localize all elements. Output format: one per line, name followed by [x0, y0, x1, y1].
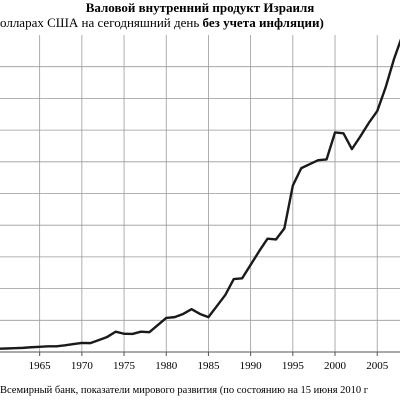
- x-tick-layer: 1965 1970 1975 1980 1985 1990 1995 2000 2005: [29, 352, 389, 372]
- x-tick-label-2000: 2000: [324, 360, 347, 372]
- chart-source: Всемирный банк, показатели мирового разв…: [0, 385, 369, 396]
- x-tick-label-1995: 1995: [282, 360, 305, 372]
- x-tick-label-1975: 1975: [113, 360, 136, 372]
- series-layer: [0, 38, 400, 350]
- x-tick-label-1970: 1970: [71, 360, 94, 372]
- chart-title: Валовой внутренний продукт Израиля: [85, 0, 315, 15]
- x-tick-label-1980: 1980: [155, 360, 178, 372]
- x-tick-label-1965: 1965: [29, 360, 52, 372]
- chart-subtitle-bold: без учета инфляции): [202, 15, 324, 30]
- chart-subtitle-plain: олларах США на сегодняшний день: [0, 15, 203, 30]
- x-tick-label-2005: 2005: [366, 360, 389, 372]
- x-tick-label-1990: 1990: [240, 360, 263, 372]
- gdp-series-line-0: [0, 38, 400, 350]
- chart-subtitle: олларах США на сегодняшний день без учет…: [0, 15, 400, 31]
- grid-layer: [0, 35, 400, 353]
- x-tick-label-1985: 1985: [197, 360, 220, 372]
